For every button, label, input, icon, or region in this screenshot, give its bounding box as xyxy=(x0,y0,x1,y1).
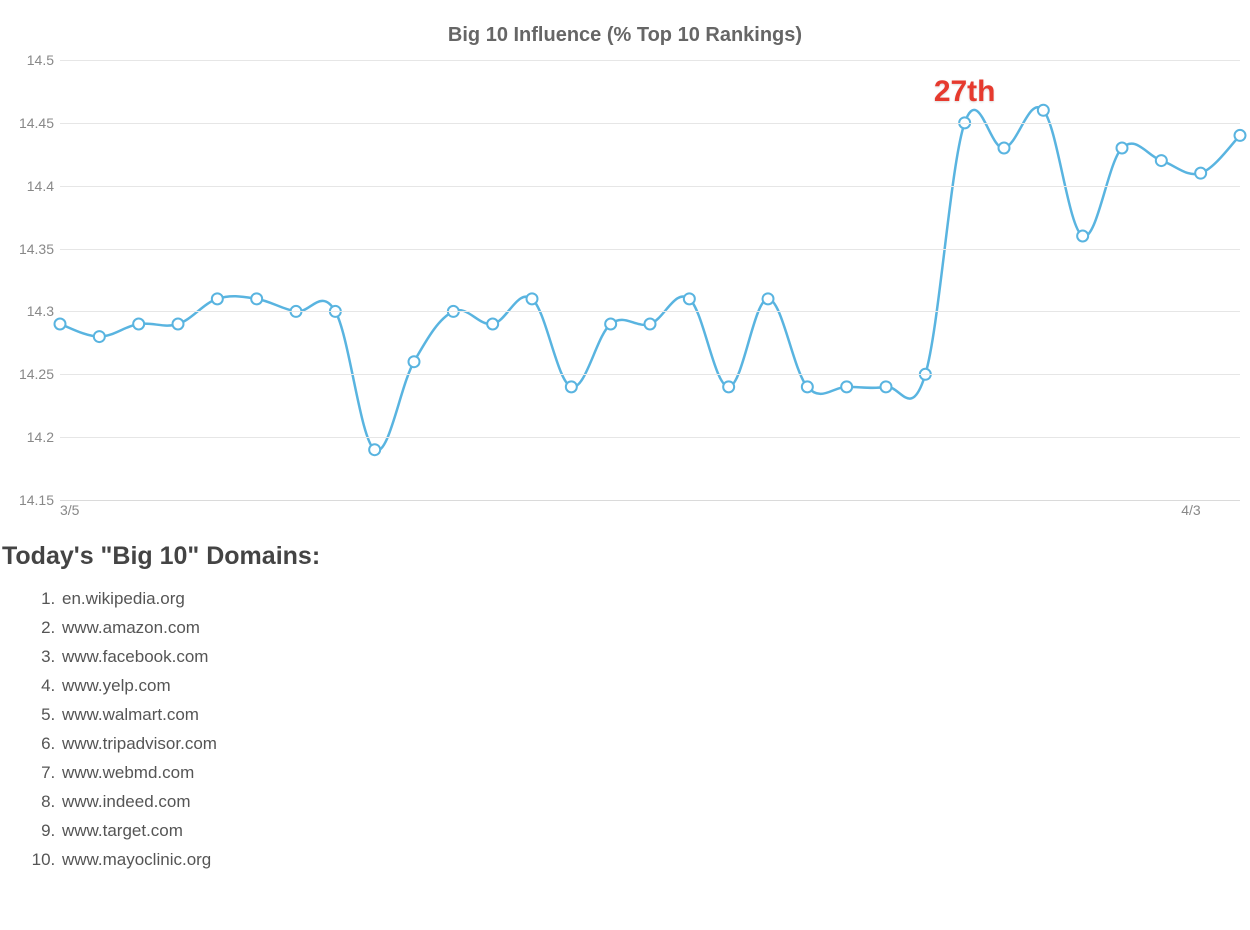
domain-item: www.indeed.com xyxy=(60,792,320,812)
data-point[interactable] xyxy=(1077,231,1088,242)
data-point[interactable] xyxy=(1038,105,1049,116)
domain-item: www.target.com xyxy=(60,821,320,841)
data-point[interactable] xyxy=(173,319,184,330)
data-point[interactable] xyxy=(409,356,420,367)
data-point[interactable] xyxy=(55,319,66,330)
data-point[interactable] xyxy=(1195,168,1206,179)
data-point[interactable] xyxy=(999,143,1010,154)
domain-item: www.yelp.com xyxy=(60,676,320,696)
data-point[interactable] xyxy=(841,381,852,392)
gridline xyxy=(60,500,1240,501)
gridline xyxy=(60,123,1240,124)
data-point[interactable] xyxy=(802,381,813,392)
domain-item: www.facebook.com xyxy=(60,647,320,667)
domain-item: www.webmd.com xyxy=(60,763,320,783)
data-point[interactable] xyxy=(527,293,538,304)
domain-item: www.amazon.com xyxy=(60,618,320,638)
plot-area xyxy=(60,60,1240,500)
data-point[interactable] xyxy=(723,381,734,392)
gridline xyxy=(60,249,1240,250)
data-point[interactable] xyxy=(487,319,498,330)
domains-heading: Today's "Big 10" Domains: xyxy=(2,542,320,571)
chart-svg xyxy=(60,60,1240,500)
gridline xyxy=(60,186,1240,187)
data-point[interactable] xyxy=(645,319,656,330)
domain-item: www.walmart.com xyxy=(60,705,320,725)
chart-container: Big 10 Influence (% Top 10 Rankings) 14.… xyxy=(0,0,1250,520)
data-point[interactable] xyxy=(212,293,223,304)
data-point[interactable] xyxy=(881,381,892,392)
data-point[interactable] xyxy=(566,381,577,392)
y-tick-label: 14.45 xyxy=(4,115,54,131)
y-tick-label: 14.5 xyxy=(4,52,54,68)
x-tick-label: 3/5 xyxy=(60,502,79,518)
gridline xyxy=(60,60,1240,61)
gridline xyxy=(60,311,1240,312)
annotation-label: 27th xyxy=(934,75,996,109)
domain-item: www.mayoclinic.org xyxy=(60,850,320,870)
y-tick-label: 14.4 xyxy=(4,178,54,194)
data-point[interactable] xyxy=(369,444,380,455)
data-point[interactable] xyxy=(1156,155,1167,166)
gridline xyxy=(60,437,1240,438)
domains-section: Today's "Big 10" Domains: en.wikipedia.o… xyxy=(2,542,320,879)
data-point[interactable] xyxy=(94,331,105,342)
domains-list: en.wikipedia.org www.amazon.com www.facebo… xyxy=(2,589,320,870)
chart-line xyxy=(60,107,1240,450)
chart-title: Big 10 Influence (% Top 10 Rankings) xyxy=(0,0,1250,57)
data-point[interactable] xyxy=(763,293,774,304)
y-tick-label: 14.2 xyxy=(4,429,54,445)
y-tick-label: 14.15 xyxy=(4,492,54,508)
data-point[interactable] xyxy=(684,293,695,304)
data-point[interactable] xyxy=(133,319,144,330)
y-tick-label: 14.25 xyxy=(4,366,54,382)
data-point[interactable] xyxy=(251,293,262,304)
data-point[interactable] xyxy=(1235,130,1246,141)
data-point[interactable] xyxy=(1117,143,1128,154)
y-tick-label: 14.35 xyxy=(4,241,54,257)
data-point[interactable] xyxy=(605,319,616,330)
gridline xyxy=(60,374,1240,375)
domain-item: www.tripadvisor.com xyxy=(60,734,320,754)
domain-item: en.wikipedia.org xyxy=(60,589,320,609)
x-tick-label: 4/3 xyxy=(1181,502,1200,518)
y-tick-label: 14.3 xyxy=(4,303,54,319)
